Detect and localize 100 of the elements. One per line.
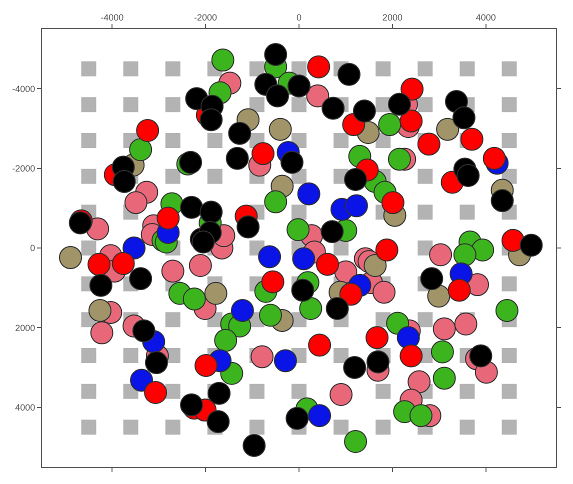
point <box>204 282 228 305</box>
point <box>286 218 310 242</box>
point <box>242 434 266 457</box>
point <box>268 118 292 141</box>
point <box>460 128 484 151</box>
point <box>429 243 452 266</box>
point <box>396 326 420 350</box>
point <box>129 267 152 290</box>
point <box>326 297 349 320</box>
point <box>124 191 148 214</box>
point <box>490 189 514 212</box>
point <box>264 42 288 66</box>
point <box>200 200 223 224</box>
point <box>388 92 411 116</box>
point <box>161 260 184 283</box>
point <box>320 220 344 244</box>
point <box>261 270 284 294</box>
point <box>420 267 444 290</box>
point <box>432 366 456 390</box>
point <box>388 148 411 171</box>
point <box>344 168 368 191</box>
point <box>502 228 525 252</box>
point <box>266 84 290 108</box>
point <box>112 252 135 276</box>
point <box>259 304 282 327</box>
point <box>417 132 440 156</box>
point <box>88 299 112 322</box>
point <box>136 119 160 142</box>
point <box>453 243 476 266</box>
y-tick-label: -4000 <box>12 84 36 94</box>
point <box>230 299 254 322</box>
point <box>144 381 168 404</box>
point <box>432 317 456 340</box>
point <box>208 382 231 405</box>
point <box>381 191 404 214</box>
point <box>156 206 180 230</box>
x-tick-label: -2000 <box>194 12 218 22</box>
point <box>338 62 360 86</box>
point <box>339 282 362 306</box>
point <box>214 328 238 352</box>
point <box>456 164 480 188</box>
point <box>430 340 454 364</box>
point <box>206 410 230 434</box>
point <box>330 383 353 406</box>
point <box>297 182 320 206</box>
point <box>352 100 376 123</box>
point <box>471 238 494 262</box>
point <box>144 351 168 374</box>
point <box>375 238 398 262</box>
point <box>520 234 543 257</box>
point <box>343 356 366 379</box>
point <box>299 297 322 320</box>
point <box>112 170 136 193</box>
point <box>274 349 297 372</box>
point <box>88 252 111 276</box>
point <box>308 404 332 428</box>
point <box>280 150 304 174</box>
point <box>194 354 218 377</box>
point <box>366 326 389 350</box>
point <box>482 146 506 170</box>
point <box>90 321 114 344</box>
point <box>291 278 314 302</box>
point <box>469 344 492 368</box>
x-tick-label: -4000 <box>100 12 124 22</box>
y-tick-label: 2000 <box>15 322 36 333</box>
point <box>316 252 339 276</box>
point <box>122 236 146 260</box>
point <box>264 190 288 214</box>
y-tick-label: -2000 <box>12 164 36 174</box>
x-tick-label: 4000 <box>476 12 496 22</box>
point <box>495 299 518 322</box>
point <box>59 246 82 270</box>
point <box>180 196 204 219</box>
point <box>250 345 274 368</box>
point <box>188 254 212 278</box>
point <box>130 368 154 392</box>
point <box>258 245 282 268</box>
point <box>286 406 309 430</box>
point <box>211 48 234 72</box>
point <box>288 74 310 98</box>
point <box>322 96 345 120</box>
point <box>132 319 156 342</box>
point <box>344 430 368 454</box>
point <box>364 254 387 278</box>
point <box>436 118 460 141</box>
point <box>200 108 223 132</box>
point <box>344 194 368 218</box>
point <box>228 122 252 145</box>
point <box>226 146 249 170</box>
point <box>252 142 275 166</box>
point <box>306 84 330 108</box>
point <box>308 334 332 357</box>
point <box>182 287 206 310</box>
point <box>408 370 431 394</box>
y-tick-label: 4000 <box>15 402 36 412</box>
point <box>454 312 478 336</box>
point <box>400 344 423 368</box>
point <box>366 350 390 374</box>
point <box>292 247 316 270</box>
point <box>400 78 424 101</box>
